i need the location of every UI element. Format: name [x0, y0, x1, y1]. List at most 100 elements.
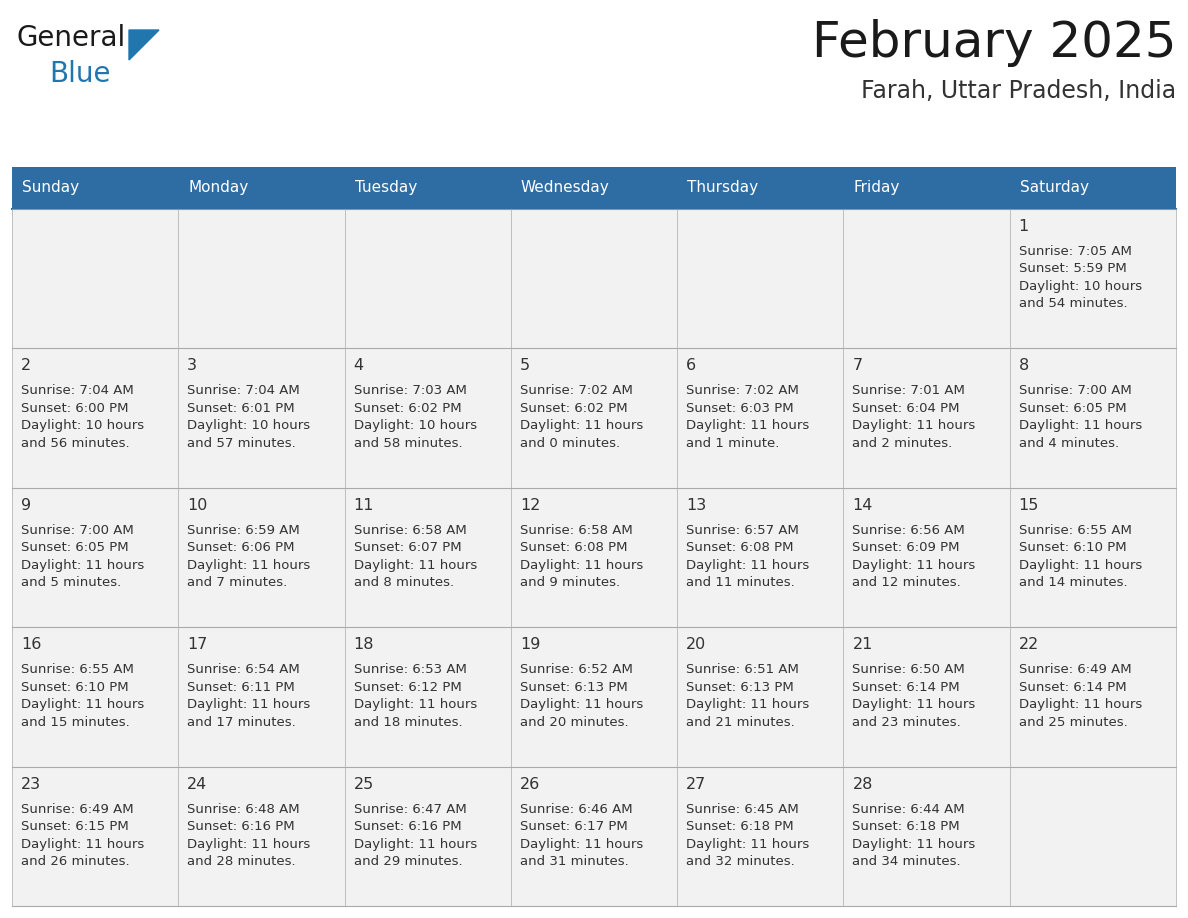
Text: Sunrise: 7:04 AM: Sunrise: 7:04 AM — [188, 385, 301, 397]
Text: Sunrise: 6:57 AM: Sunrise: 6:57 AM — [687, 524, 800, 537]
Text: Sunset: 6:10 PM: Sunset: 6:10 PM — [21, 681, 128, 694]
FancyBboxPatch shape — [511, 627, 677, 767]
Text: Sunset: 6:16 PM: Sunset: 6:16 PM — [354, 820, 461, 834]
Text: Daylight: 11 hours: Daylight: 11 hours — [21, 559, 144, 572]
Text: Sunset: 6:01 PM: Sunset: 6:01 PM — [188, 402, 295, 415]
Text: Farah, Uttar Pradesh, India: Farah, Uttar Pradesh, India — [861, 79, 1176, 103]
Text: Daylight: 11 hours: Daylight: 11 hours — [687, 837, 809, 851]
FancyBboxPatch shape — [178, 209, 345, 349]
Text: 5: 5 — [520, 358, 530, 374]
Text: Wednesday: Wednesday — [520, 181, 609, 196]
Text: Sunset: 6:18 PM: Sunset: 6:18 PM — [853, 820, 960, 834]
Text: Daylight: 11 hours: Daylight: 11 hours — [21, 699, 144, 711]
Text: and 29 minutes.: and 29 minutes. — [354, 855, 462, 868]
Text: Daylight: 11 hours: Daylight: 11 hours — [520, 699, 643, 711]
Text: Sunrise: 6:51 AM: Sunrise: 6:51 AM — [687, 663, 800, 677]
FancyBboxPatch shape — [1010, 627, 1176, 767]
FancyBboxPatch shape — [677, 627, 843, 767]
Text: Daylight: 10 hours: Daylight: 10 hours — [188, 420, 310, 432]
Text: Sunset: 6:12 PM: Sunset: 6:12 PM — [354, 681, 461, 694]
Text: Sunrise: 6:48 AM: Sunrise: 6:48 AM — [188, 802, 299, 815]
Text: Sunrise: 7:04 AM: Sunrise: 7:04 AM — [21, 385, 134, 397]
Text: 1: 1 — [1019, 219, 1029, 234]
Text: and 17 minutes.: and 17 minutes. — [188, 716, 296, 729]
Text: 20: 20 — [687, 637, 707, 652]
Text: 13: 13 — [687, 498, 707, 513]
Text: Sunset: 6:09 PM: Sunset: 6:09 PM — [853, 542, 960, 554]
FancyBboxPatch shape — [677, 487, 843, 627]
Text: Sunset: 6:05 PM: Sunset: 6:05 PM — [21, 542, 128, 554]
Text: Sunrise: 6:53 AM: Sunrise: 6:53 AM — [354, 663, 467, 677]
Text: and 25 minutes.: and 25 minutes. — [1019, 716, 1127, 729]
Text: Sunset: 6:15 PM: Sunset: 6:15 PM — [21, 820, 128, 834]
Text: Sunrise: 6:49 AM: Sunrise: 6:49 AM — [21, 802, 133, 815]
FancyBboxPatch shape — [843, 767, 1010, 906]
Text: Sunrise: 6:44 AM: Sunrise: 6:44 AM — [853, 802, 965, 815]
FancyBboxPatch shape — [843, 209, 1010, 349]
Text: 8: 8 — [1019, 358, 1029, 374]
Text: and 8 minutes.: and 8 minutes. — [354, 577, 454, 589]
Text: Friday: Friday — [853, 181, 899, 196]
FancyBboxPatch shape — [178, 349, 345, 487]
FancyBboxPatch shape — [345, 767, 511, 906]
Text: Sunrise: 6:58 AM: Sunrise: 6:58 AM — [354, 524, 467, 537]
Text: Daylight: 10 hours: Daylight: 10 hours — [1019, 280, 1142, 293]
Text: 27: 27 — [687, 777, 707, 791]
Text: Saturday: Saturday — [1019, 181, 1088, 196]
Text: Daylight: 11 hours: Daylight: 11 hours — [354, 837, 476, 851]
Text: Monday: Monday — [188, 181, 248, 196]
Text: and 57 minutes.: and 57 minutes. — [188, 437, 296, 450]
Text: Sunset: 5:59 PM: Sunset: 5:59 PM — [1019, 263, 1126, 275]
Text: and 1 minute.: and 1 minute. — [687, 437, 779, 450]
Text: Sunset: 6:13 PM: Sunset: 6:13 PM — [687, 681, 794, 694]
Text: and 26 minutes.: and 26 minutes. — [21, 855, 129, 868]
Text: Sunset: 6:06 PM: Sunset: 6:06 PM — [188, 542, 295, 554]
FancyBboxPatch shape — [12, 349, 178, 487]
Text: 12: 12 — [520, 498, 541, 513]
Text: Sunrise: 6:46 AM: Sunrise: 6:46 AM — [520, 802, 632, 815]
Text: Sunday: Sunday — [23, 181, 80, 196]
Text: 15: 15 — [1019, 498, 1040, 513]
Text: Daylight: 11 hours: Daylight: 11 hours — [687, 420, 809, 432]
Text: Sunrise: 7:01 AM: Sunrise: 7:01 AM — [853, 385, 966, 397]
Text: Daylight: 11 hours: Daylight: 11 hours — [853, 837, 975, 851]
Text: Sunrise: 6:50 AM: Sunrise: 6:50 AM — [853, 663, 965, 677]
Text: and 32 minutes.: and 32 minutes. — [687, 855, 795, 868]
Text: 3: 3 — [188, 358, 197, 374]
Text: and 18 minutes.: and 18 minutes. — [354, 716, 462, 729]
FancyBboxPatch shape — [511, 349, 677, 487]
Text: and 9 minutes.: and 9 minutes. — [520, 577, 620, 589]
Text: Sunrise: 6:54 AM: Sunrise: 6:54 AM — [188, 663, 301, 677]
Text: Sunset: 6:05 PM: Sunset: 6:05 PM — [1019, 402, 1126, 415]
FancyBboxPatch shape — [843, 627, 1010, 767]
Text: Sunrise: 7:00 AM: Sunrise: 7:00 AM — [21, 524, 134, 537]
Text: 14: 14 — [853, 498, 873, 513]
Text: and 11 minutes.: and 11 minutes. — [687, 577, 795, 589]
FancyBboxPatch shape — [12, 627, 178, 767]
Text: Sunrise: 6:56 AM: Sunrise: 6:56 AM — [853, 524, 965, 537]
FancyBboxPatch shape — [345, 349, 511, 487]
Text: Sunset: 6:18 PM: Sunset: 6:18 PM — [687, 820, 794, 834]
Text: 2: 2 — [21, 358, 31, 374]
Text: Daylight: 11 hours: Daylight: 11 hours — [520, 837, 643, 851]
Text: Daylight: 10 hours: Daylight: 10 hours — [21, 420, 144, 432]
Text: Daylight: 11 hours: Daylight: 11 hours — [853, 420, 975, 432]
Text: Daylight: 11 hours: Daylight: 11 hours — [1019, 420, 1142, 432]
Text: Sunrise: 6:55 AM: Sunrise: 6:55 AM — [1019, 524, 1132, 537]
Text: Sunrise: 6:45 AM: Sunrise: 6:45 AM — [687, 802, 798, 815]
Text: Daylight: 11 hours: Daylight: 11 hours — [188, 699, 310, 711]
Text: 18: 18 — [354, 637, 374, 652]
Text: Sunrise: 6:59 AM: Sunrise: 6:59 AM — [188, 524, 301, 537]
Text: 26: 26 — [520, 777, 541, 791]
FancyBboxPatch shape — [1010, 487, 1176, 627]
Text: Sunrise: 6:47 AM: Sunrise: 6:47 AM — [354, 802, 467, 815]
Text: Daylight: 11 hours: Daylight: 11 hours — [21, 837, 144, 851]
Text: and 2 minutes.: and 2 minutes. — [853, 437, 953, 450]
Text: 9: 9 — [21, 498, 31, 513]
Text: Daylight: 11 hours: Daylight: 11 hours — [853, 559, 975, 572]
Text: Daylight: 11 hours: Daylight: 11 hours — [188, 837, 310, 851]
Text: Sunset: 6:14 PM: Sunset: 6:14 PM — [1019, 681, 1126, 694]
FancyBboxPatch shape — [511, 209, 677, 349]
Text: Sunrise: 7:03 AM: Sunrise: 7:03 AM — [354, 385, 467, 397]
Polygon shape — [129, 30, 159, 60]
